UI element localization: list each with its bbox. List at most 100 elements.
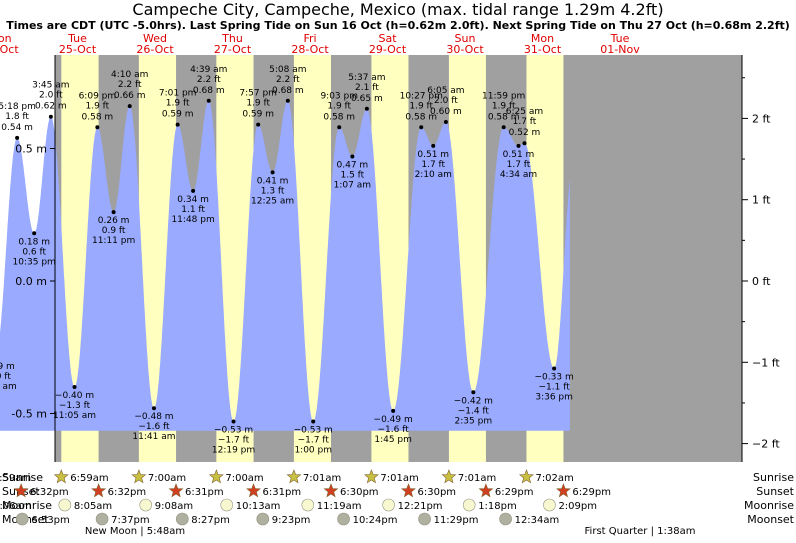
moonset-icon [418,512,431,526]
sunrise-time: 6:59am [0,473,31,484]
sunset-time: 6:30pm [340,487,379,498]
tide-label: 2.2 ft [276,75,300,85]
tide-label: 0.58 m [323,112,355,122]
tide-label: 1.7 ft [421,160,445,170]
moonset-time: 9:23pm [272,515,311,526]
tide-label: 2.2 ft [197,75,221,85]
moonrise-time: 8:05am [74,501,112,512]
tide-label: 11:05 am [53,411,96,421]
low-tide-point [231,419,236,424]
sunrise-time: 7:00am [225,473,263,484]
tide-label: 10:27 pm [400,91,443,101]
tide-label: −0.42 m [454,396,493,406]
moonrise-icon [462,498,476,512]
sunset-star-icon [246,483,262,498]
sunrise-time: 6:59am [70,473,108,484]
moonset-row-label-right: Moonset [747,513,794,526]
low-tide-point [552,366,557,371]
tide-label: 0.58 m [405,112,437,122]
low-tide-point [151,406,156,411]
low-tide-point [311,419,316,424]
tide-label: −1.1 ft [538,382,570,392]
tide-label: 1.9 ft [246,99,270,109]
tide-label: 0.18 m [18,237,50,247]
moonrise-icon [543,498,556,512]
tide-label: 0.54 m [1,123,33,133]
sunrise-time: 7:01am [458,473,496,484]
low-tide-point [516,143,521,148]
sunrise-time: 7:00am [148,473,186,484]
tide-label: 4:39 am [190,65,227,75]
moonset-time: 12:34am [515,515,560,526]
day-label-dow: Tue [67,32,87,45]
tide-label: 0.65 m [351,94,383,104]
moonrise-icon [220,498,234,512]
tide-label: 0.59 m [242,110,274,120]
high-tide-point [364,106,369,111]
tide-label: 1.1 ft [181,205,205,215]
sunrise-star-icon [131,469,147,484]
tide-label: 1.3 ft [261,186,285,196]
day-label-dow: Wed [143,32,167,45]
sunset-time: 6:31pm [185,487,224,498]
moonrise-time: 1:18pm [478,501,517,512]
sunset-star-icon [323,483,339,498]
day-label-date: 27-Oct [214,43,252,56]
low-tide-point [431,143,436,148]
day-label-dow: Mon [0,32,12,45]
y-tick-label-m: -0.5 m [11,408,47,421]
moonrise-time: 9:08am [155,501,193,512]
moonset-time: 6:53pm [31,515,70,526]
tide-label: 6:09 pm [79,91,117,101]
tide-label: 6:05 am [427,86,464,96]
tide-label: 1:07 am [334,180,371,190]
tide-label: 2.0 ft [39,91,63,101]
tide-label: 0.34 m [177,195,209,205]
tide-label: 9:03 pm [320,91,358,101]
low-tide-point [391,408,396,413]
tide-label: 6:25 am [506,107,543,117]
high-tide-point [419,125,424,130]
sunrise-star-icon [286,469,302,484]
tide-label: 0.66 m [114,91,146,101]
y-tick-label-ft: 2 ft [752,112,771,125]
tide-label: 0.68 m [193,86,225,96]
sunrise-star-icon [208,469,224,484]
tide-label: 2.2 ft [118,80,142,90]
tide-label: 1.7 ft [507,160,531,170]
day-label-date: 26-Oct [136,43,174,56]
y-tick-label-ft: 0 ft [752,275,771,288]
tide-label: −1.7 ft [298,435,330,445]
y-tick-label-m: 0.5 m [15,143,47,156]
tide-label: 1.9 ft [409,101,433,111]
tide-label: −0.53 m [294,425,333,435]
y-tick-label-m: 0.0 m [15,275,47,288]
tide-label: 0.58 m [488,112,520,122]
sunset-star-icon [13,483,29,498]
sunrise-time: 7:01am [303,473,341,484]
sunrise-star-icon [518,469,534,484]
y-tick-label-ft: −1 ft [752,356,780,369]
tide-label: −0.53 m [214,425,253,435]
sunset-time: 6:32pm [30,487,69,498]
moon-phase-first-quarter: First Quarter | 1:38am [585,526,696,537]
chart-title: Campeche City, Campeche, Mexico (max. ti… [132,0,663,19]
sunset-time: 6:29pm [572,487,611,498]
tide-label: 0.52 m [509,128,541,138]
high-tide-point [285,98,290,103]
moonset-icon [256,512,270,526]
low-tide-point [191,188,196,193]
tide-label: −0.33 m [535,372,574,382]
day-label-dow: Sun [455,32,476,45]
tide-label: 1.9 ft [327,101,351,111]
moonset-time: 11:29pm [434,515,479,526]
moonrise-icon [301,498,315,512]
tide-label: 12:25 am [251,196,294,206]
moonrise-icon [58,498,72,512]
high-tide-point [175,122,180,127]
sunset-row-label-right: Sunset [756,485,794,498]
high-tide-point [337,125,342,130]
tide-label: −1.0 ft [0,372,11,382]
sunrise-row-label-left: Sunrise [2,471,43,484]
